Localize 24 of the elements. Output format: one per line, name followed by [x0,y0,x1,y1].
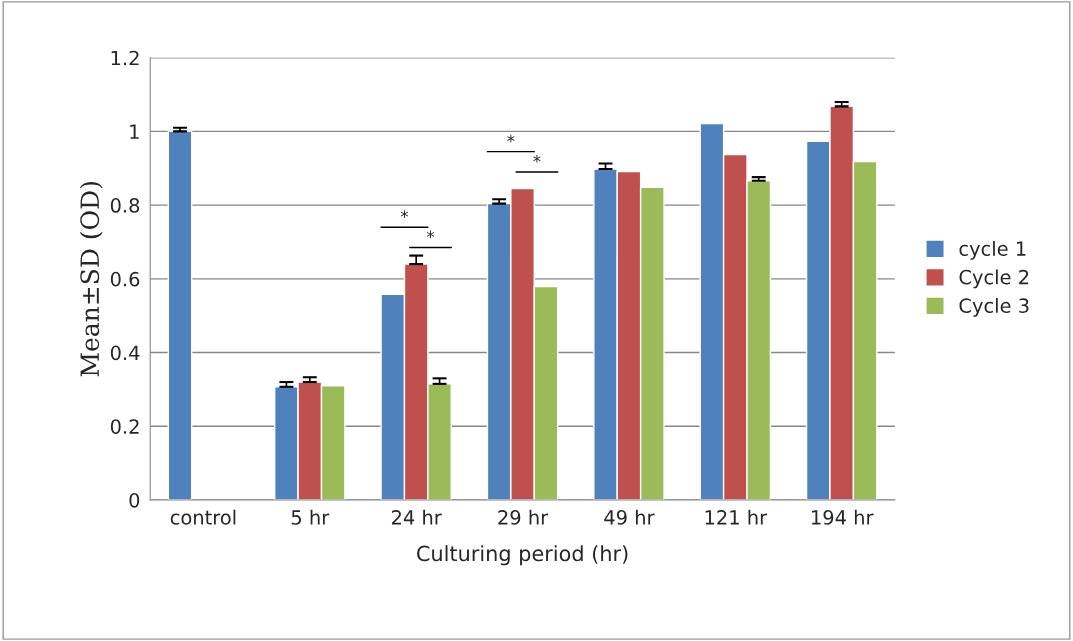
annotation: * [533,155,541,163]
annotation: * [426,230,435,239]
x-tick-label: control [170,509,236,525]
x-axis-title: Culturing period (hr) [417,545,628,566]
x-tick-label: 49 hr [604,509,655,525]
y-axis-title: Mean±SD (OD) [79,182,103,377]
x-tick-label: 24 hr [391,509,442,525]
annotation: * [507,134,515,143]
bar [167,130,193,500]
x-tick-label: 121 hr [705,509,768,525]
x-tick-label: 5 hr [291,509,330,525]
x-tick-label: 194 hr [812,509,874,525]
y-tick-label: 0.6 [110,271,140,287]
y-tick-label: 1 [130,124,139,139]
y-tick-label: 0.2 [110,419,139,434]
legend-label: cycle 1 [959,240,1026,260]
annotation: * [400,210,409,218]
legend-label: Cycle 3 [959,297,1029,317]
y-tick-label: 0.8 [110,198,140,213]
y-tick-label: 0.4 [110,345,140,361]
legend-label: Cycle 2 [959,269,1029,289]
y-tick-label: 1.2 [111,50,139,66]
y-tick-label: 0 [129,492,140,508]
x-tick-label: 29 hr [498,509,549,525]
